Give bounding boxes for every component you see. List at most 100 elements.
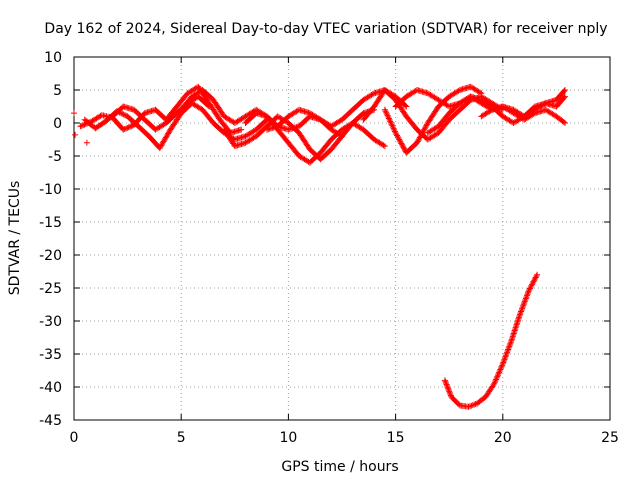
data-point: [389, 122, 396, 129]
data-point: [526, 285, 533, 292]
data-point: [455, 87, 462, 94]
data-point: [128, 123, 135, 130]
data-point: [402, 102, 409, 109]
series-isolated: [71, 110, 90, 146]
data-point: [80, 122, 87, 129]
data-point: [471, 401, 478, 408]
data-point: [446, 388, 453, 395]
data-points: [71, 83, 568, 410]
data-point: [493, 375, 500, 382]
data-point: [205, 102, 211, 109]
data-point: [478, 90, 485, 97]
data-point: [561, 94, 568, 101]
y-tick-label: -35: [39, 347, 62, 363]
data-point: [520, 302, 527, 309]
data-point: [507, 339, 514, 346]
data-point: [524, 289, 531, 296]
data-point: [532, 274, 539, 281]
data-point: [127, 123, 134, 130]
data-point: [401, 145, 408, 152]
x-tick-label: 20: [494, 430, 512, 446]
data-point: [369, 91, 376, 98]
y-tick-label: -20: [39, 248, 62, 264]
data-point: [492, 377, 499, 384]
data-point: [414, 138, 421, 145]
data-point: [494, 373, 501, 380]
data-point: [421, 125, 428, 132]
data-point: [121, 126, 128, 133]
data-point: [77, 123, 84, 130]
data-point: [561, 120, 568, 126]
data-point: [443, 381, 450, 388]
data-point: [524, 291, 531, 298]
y-tick-label: -25: [39, 281, 62, 297]
data-point: [501, 356, 508, 363]
data-point: [399, 143, 406, 150]
data-point: [533, 273, 540, 280]
data-point: [519, 305, 526, 312]
data-point: [388, 121, 395, 128]
data-point: [465, 403, 472, 410]
data-point: [500, 358, 507, 365]
data-point: [506, 342, 513, 349]
data-point: [385, 114, 392, 121]
data-point: [506, 343, 513, 350]
data-point: [442, 380, 449, 387]
series-prn-m: [441, 271, 541, 410]
data-point: [505, 346, 512, 353]
data-point: [560, 119, 567, 126]
data-point: [521, 298, 528, 305]
data-point: [519, 304, 526, 311]
data-point: [487, 107, 494, 114]
data-point: [498, 363, 505, 370]
x-tick-labels: 0 5 10 15 20 25: [70, 430, 619, 446]
data-point: [121, 112, 128, 119]
data-point: [394, 133, 401, 140]
y-tick-labels: 10 5 0 -5 -10 -15 -20 -25 -30 -35 -40 -45: [39, 50, 62, 429]
data-point: [444, 384, 451, 391]
data-point: [122, 125, 129, 132]
data-point: [522, 296, 529, 303]
data-point: [417, 133, 424, 140]
data-point: [518, 307, 525, 314]
data-point: [493, 376, 500, 383]
data-point: [477, 89, 484, 96]
data-point: [561, 87, 568, 93]
data-point: [472, 401, 479, 408]
chart-title: Day 162 of 2024, Sidereal Day-to-day VTE…: [44, 21, 607, 37]
y-tick-label: 0: [53, 116, 62, 132]
data-point: [416, 134, 423, 141]
x-tick-label: 0: [70, 430, 79, 446]
data-point: [386, 116, 393, 123]
data-point: [497, 366, 504, 373]
data-point: [414, 139, 421, 146]
x-tick-label: 15: [387, 430, 405, 446]
series-prn-k: [424, 93, 568, 136]
y-tick-label: -40: [39, 380, 62, 396]
y-tick-label: -45: [39, 413, 62, 429]
x-tick-label: 10: [279, 430, 297, 446]
data-point: [71, 110, 77, 117]
data-point: [393, 131, 400, 138]
data-point: [491, 380, 498, 387]
data-point: [469, 402, 476, 409]
data-point: [531, 275, 538, 282]
data-point: [517, 309, 524, 316]
data-point: [527, 284, 534, 291]
y-tick-label: 10: [44, 50, 62, 66]
data-point: [504, 349, 511, 356]
data-point: [491, 379, 498, 386]
data-point: [421, 126, 428, 133]
data-point: [523, 292, 530, 299]
data-point: [525, 288, 532, 295]
data-point: [499, 362, 506, 369]
y-tick-label: -15: [39, 215, 62, 231]
data-point: [502, 353, 509, 360]
data-point: [398, 140, 405, 147]
data-point: [505, 345, 512, 352]
data-point: [520, 301, 527, 308]
series-prn-h: [360, 87, 506, 143]
plot-frame: [73, 56, 611, 421]
data-point: [495, 370, 502, 377]
